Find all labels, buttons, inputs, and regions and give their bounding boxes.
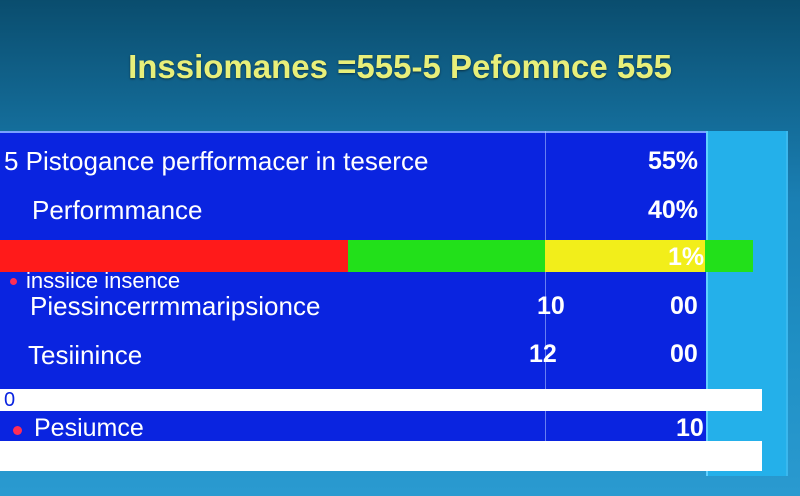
white-bar-2: [0, 441, 762, 471]
bar-segment-red: [0, 240, 348, 272]
side-strip: [706, 131, 788, 476]
row2-value: 40%: [648, 196, 699, 224]
row7-label: Pesiumce: [34, 414, 144, 442]
chart-title: Inssiomanes =555-5 Pefomnce 555: [128, 48, 672, 85]
bullet-dot-2: [13, 426, 22, 435]
row1-value: 55%: [648, 147, 699, 175]
row5-mid-value: 12: [529, 340, 557, 368]
column-divider-1: [545, 131, 546, 441]
row5-label: Tesiinince: [28, 340, 143, 370]
white-bar-1: [0, 389, 762, 411]
bar-segment-yellow: [545, 240, 705, 272]
row4-mid-value: 10: [537, 292, 565, 320]
row5-value: 00: [670, 340, 698, 368]
bar-segment-green-end: [705, 240, 753, 272]
bar-segment-green: [348, 240, 545, 272]
row4-value: 00: [670, 292, 698, 320]
row1-label: 5 Pistogance perfformacer in teserce: [4, 146, 429, 176]
row3-sublabel: inssiice insence: [26, 268, 181, 293]
row7-value: 10: [676, 414, 704, 442]
bullet-dot: [10, 278, 17, 285]
row6-left-value: 0: [4, 389, 16, 411]
row4-label: Piessincerrmmaripsionce: [30, 291, 321, 321]
bar-value-label: 1%: [668, 243, 705, 271]
row2-label: Performmance: [32, 195, 203, 225]
